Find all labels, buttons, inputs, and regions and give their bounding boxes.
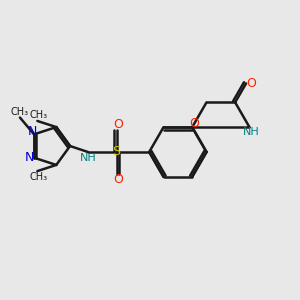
Text: CH₃: CH₃	[11, 107, 29, 117]
Text: CH₃: CH₃	[30, 172, 48, 182]
Text: S: S	[112, 146, 121, 158]
Text: N: N	[25, 151, 34, 164]
Text: O: O	[114, 118, 124, 131]
Text: O: O	[189, 118, 199, 130]
Text: CH₃: CH₃	[30, 110, 48, 120]
Text: N: N	[28, 124, 37, 138]
Text: NH: NH	[243, 127, 260, 137]
Text: O: O	[246, 77, 256, 90]
Text: O: O	[114, 173, 124, 186]
Text: NH: NH	[80, 153, 96, 163]
